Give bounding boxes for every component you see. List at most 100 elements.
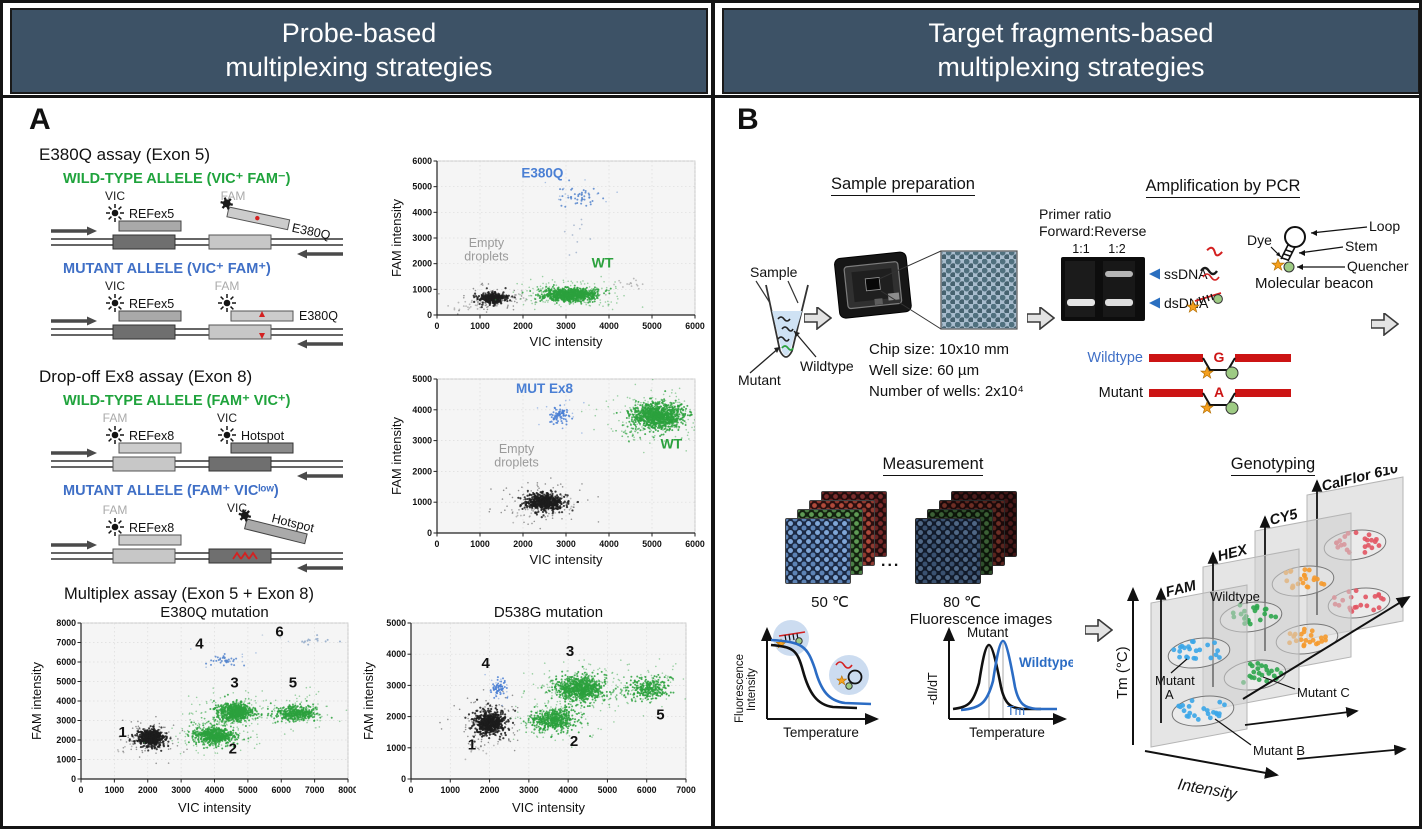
- derivative-graph: -dI/dT Mutant Wildtype Tm Temperature: [926, 625, 1073, 740]
- fluorescence-image-stack-80c: [915, 491, 1017, 591]
- assay2-mutant-heading: MUTANT ALLELE (FAM⁺ VICˡᵒʷ): [63, 483, 279, 499]
- svg-text:0: 0: [427, 528, 432, 538]
- stack-ellipsis: ...: [881, 553, 901, 570]
- mutant-b-label: Mutant B: [1253, 743, 1305, 758]
- ssdna-strand-icon: [1200, 246, 1223, 281]
- loop-label: Loop: [1369, 218, 1400, 234]
- mutant-a-label-line1: Mutant: [1155, 673, 1195, 688]
- genotyping-section: Genotyping: [1183, 455, 1363, 476]
- wildtype-base-letter: G: [1214, 349, 1225, 365]
- e380q-mutant-allele-diagram: VIC REFex5 FAM E380Q: [51, 279, 343, 349]
- svg-text:2000: 2000: [513, 321, 533, 331]
- fam-dye-label: FAM: [215, 279, 240, 293]
- dropoff-ex8-scatter-plot: 0 1000 2000 3000 4000 5000 6000 0 1000 2000 3000 40…: [389, 371, 705, 574]
- gel-electrophoresis-graphic: 1:1 1:2 ssDNA dsDNA: [1061, 242, 1223, 321]
- svg-text:2000: 2000: [412, 466, 432, 476]
- svg-text:MUT Ex8: MUT Ex8: [516, 381, 574, 396]
- svg-text:0: 0: [435, 321, 440, 331]
- ex8-wildtype-allele-diagram: FAM REFex8 VIC Hotspot: [51, 411, 343, 481]
- refex8-probe-label: REFex8: [129, 429, 174, 443]
- svg-text:4000: 4000: [599, 321, 619, 331]
- svg-text:0: 0: [427, 310, 432, 320]
- melt-ylabel-line2: Intensity: [746, 668, 758, 711]
- refex5-probe-label: REFex5: [129, 297, 174, 311]
- refex5-probe-label: REFex5: [129, 207, 174, 221]
- svg-text:2000: 2000: [412, 259, 432, 269]
- svg-text:0: 0: [435, 539, 440, 549]
- ex8-mutant-allele-diagram: FAM REFex8 VIC Hotspot: [51, 501, 343, 573]
- tm-label: Tm: [1007, 704, 1025, 718]
- flow-arrow-4: [1085, 619, 1113, 642]
- panel-a-label: A: [29, 103, 51, 136]
- svg-text:E380Q: E380Q: [521, 166, 563, 181]
- panel-a-header: Probe-based multiplexing strategies: [10, 8, 708, 94]
- panel-a-header-line1: Probe-based: [281, 18, 437, 49]
- assay1-title: E380Q assay (Exon 5): [39, 145, 211, 164]
- mutant-strip-label: Mutant: [1099, 385, 1143, 401]
- panel-b-header-line2: multiplexing strategies: [937, 52, 1205, 82]
- derivative-xlabel: Temperature: [969, 725, 1045, 740]
- sample-prep-section: Sample preparation: [793, 175, 1013, 196]
- assay1-mutant-heading: MUTANT ALLELE (VIC⁺ FAM⁺): [63, 261, 271, 277]
- pcr-title: Amplification by PCR: [1145, 177, 1301, 198]
- mutation-marks: [232, 551, 258, 560]
- svg-text:3000: 3000: [412, 233, 432, 243]
- temp-50-label: 50 ℃: [811, 594, 849, 611]
- svg-text:4000: 4000: [412, 207, 432, 217]
- svg-text:5000: 5000: [642, 321, 662, 331]
- fam-dye-label: FAM: [221, 189, 246, 203]
- svg-text:3000: 3000: [412, 436, 432, 446]
- hotspot-probe-label: Hotspot: [241, 429, 285, 443]
- vic-dye-label: VIC: [227, 501, 247, 515]
- microwell-chip-graphic: [834, 250, 1018, 330]
- svg-text:5000: 5000: [412, 374, 432, 384]
- assay3-title: Multiplex assay (Exon 5 + Exon 8): [64, 585, 314, 603]
- svg-text:WT: WT: [660, 435, 682, 451]
- hex-axis-label: HEX: [1216, 542, 1250, 565]
- allele-strips-graphic: Wildtype G Mutant A: [1087, 349, 1291, 415]
- svg-text:5000: 5000: [642, 539, 662, 549]
- intensity-axis-label: Intensity: [1176, 776, 1239, 803]
- pcr-section: Amplification by PCR: [1113, 177, 1333, 198]
- detached-hotspot-probe: Hotspot: [236, 507, 316, 545]
- melt-curve-graph: Fluorescence Intensity Temperature: [734, 620, 879, 740]
- assay2-title: Drop-off Ex8 assay (Exon 8): [39, 367, 253, 386]
- e380q-assay-scatter-plot: 0 1000 2000 3000 4000 5000 6000 0 1000 2000 3000 40…: [389, 153, 705, 356]
- mutant-a-label-line2: A: [1165, 687, 1174, 702]
- svg-text:FAM intensity: FAM intensity: [391, 198, 404, 277]
- primer-ratio-line2: Forward:Reverse: [1039, 223, 1147, 239]
- fluorescence-images-caption: Fluorescence images: [909, 611, 1053, 628]
- dye-label: Dye: [1247, 232, 1272, 248]
- sample-tube-graphic: Sample Wildtype Mutant: [738, 264, 854, 387]
- refex8-probe-label: REFex8: [129, 521, 174, 535]
- derivative-ylabel: -dI/dT: [926, 672, 940, 705]
- panel-divider-line: [711, 3, 715, 826]
- svg-text:2000: 2000: [513, 539, 533, 549]
- quencher-label: Quencher: [1347, 258, 1409, 274]
- measurement-section: Measurement: [843, 455, 1023, 476]
- chip-info-block: Chip size: 10x10 mm Well size: 60 µm Num…: [869, 339, 1024, 402]
- flow-arrow-2: [1027, 307, 1055, 330]
- svg-text:1000: 1000: [470, 539, 490, 549]
- tm-axis-label: Tm (°C): [1115, 646, 1131, 699]
- derivative-mutant-label: Mutant: [967, 625, 1009, 640]
- stem-label: Stem: [1345, 238, 1378, 254]
- wildtype-cluster-label: Wildtype: [1210, 589, 1260, 604]
- wildtype-label: Wildtype: [800, 358, 854, 374]
- well-size-text: Well size: 60 µm: [869, 362, 980, 379]
- svg-text:6000: 6000: [685, 539, 705, 549]
- measurement-title: Measurement: [882, 455, 984, 476]
- multiplex-e380q-scatter-plot: 0 1000 2000 3000 4000 5000 6000 7000 8000 0 1000 20…: [29, 603, 358, 822]
- mutant-c-label: Mutant C: [1297, 685, 1350, 700]
- svg-text:4000: 4000: [412, 405, 432, 415]
- panel-a-header-line2: multiplexing strategies: [225, 52, 493, 82]
- svg-text:3000: 3000: [556, 321, 576, 331]
- svg-text:1000: 1000: [470, 321, 490, 331]
- genotyping-3d-plot: Tm (°C) Intensity FAM HEX CY5 CalFlor 61…: [1115, 467, 1411, 803]
- temp-80-label: 80 ℃: [943, 594, 981, 611]
- fam-axis-label: FAM: [1164, 578, 1198, 601]
- dsdna-label: dsDNA: [1164, 295, 1209, 311]
- vic-dye-label: VIC: [217, 411, 237, 425]
- lane-2-label: 1:2: [1108, 242, 1125, 256]
